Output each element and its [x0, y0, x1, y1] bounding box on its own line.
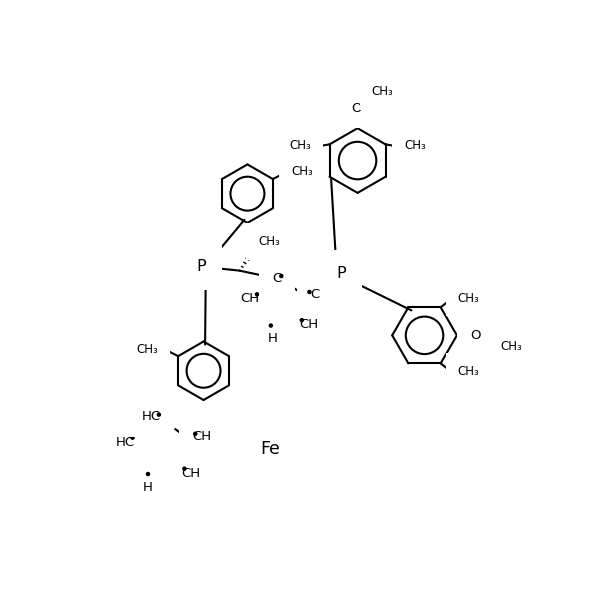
- Circle shape: [256, 293, 259, 296]
- Circle shape: [161, 418, 164, 422]
- Text: C: C: [310, 288, 319, 301]
- Text: Fe: Fe: [260, 440, 280, 458]
- Circle shape: [259, 294, 263, 298]
- Text: C: C: [143, 473, 152, 487]
- Circle shape: [134, 437, 139, 441]
- Circle shape: [300, 319, 304, 322]
- Text: CH₃: CH₃: [371, 85, 393, 98]
- Text: CH₃: CH₃: [500, 340, 522, 353]
- Circle shape: [308, 290, 311, 293]
- Circle shape: [194, 432, 197, 436]
- Circle shape: [145, 468, 148, 472]
- Circle shape: [183, 467, 186, 470]
- Text: P: P: [337, 266, 346, 281]
- Text: CH₃: CH₃: [404, 139, 426, 152]
- Text: O: O: [351, 101, 361, 115]
- Text: CH₃: CH₃: [289, 139, 311, 152]
- Circle shape: [131, 436, 134, 439]
- Text: CH₃: CH₃: [136, 343, 158, 356]
- Circle shape: [269, 324, 272, 327]
- Text: CH₃: CH₃: [258, 235, 280, 248]
- Circle shape: [187, 437, 191, 441]
- Circle shape: [303, 294, 307, 298]
- Text: CH: CH: [299, 318, 319, 331]
- Text: CH: CH: [192, 430, 211, 443]
- Text: C: C: [272, 272, 281, 285]
- Text: HC: HC: [115, 436, 134, 449]
- Text: H: H: [143, 481, 153, 494]
- Circle shape: [280, 275, 283, 278]
- Text: CH₃: CH₃: [291, 165, 313, 178]
- Circle shape: [177, 468, 181, 472]
- Circle shape: [268, 320, 271, 323]
- Text: HC: HC: [142, 410, 161, 424]
- Text: P: P: [196, 259, 206, 274]
- Circle shape: [157, 413, 160, 416]
- Circle shape: [295, 320, 298, 323]
- Circle shape: [146, 472, 149, 476]
- Text: CH₃: CH₃: [458, 292, 479, 305]
- Text: H: H: [268, 332, 277, 345]
- Circle shape: [281, 278, 285, 282]
- Text: CH₃: CH₃: [458, 365, 479, 377]
- Text: O: O: [470, 329, 481, 342]
- Text: CH: CH: [181, 467, 200, 480]
- Text: CH: CH: [241, 292, 260, 305]
- Text: C: C: [268, 325, 277, 337]
